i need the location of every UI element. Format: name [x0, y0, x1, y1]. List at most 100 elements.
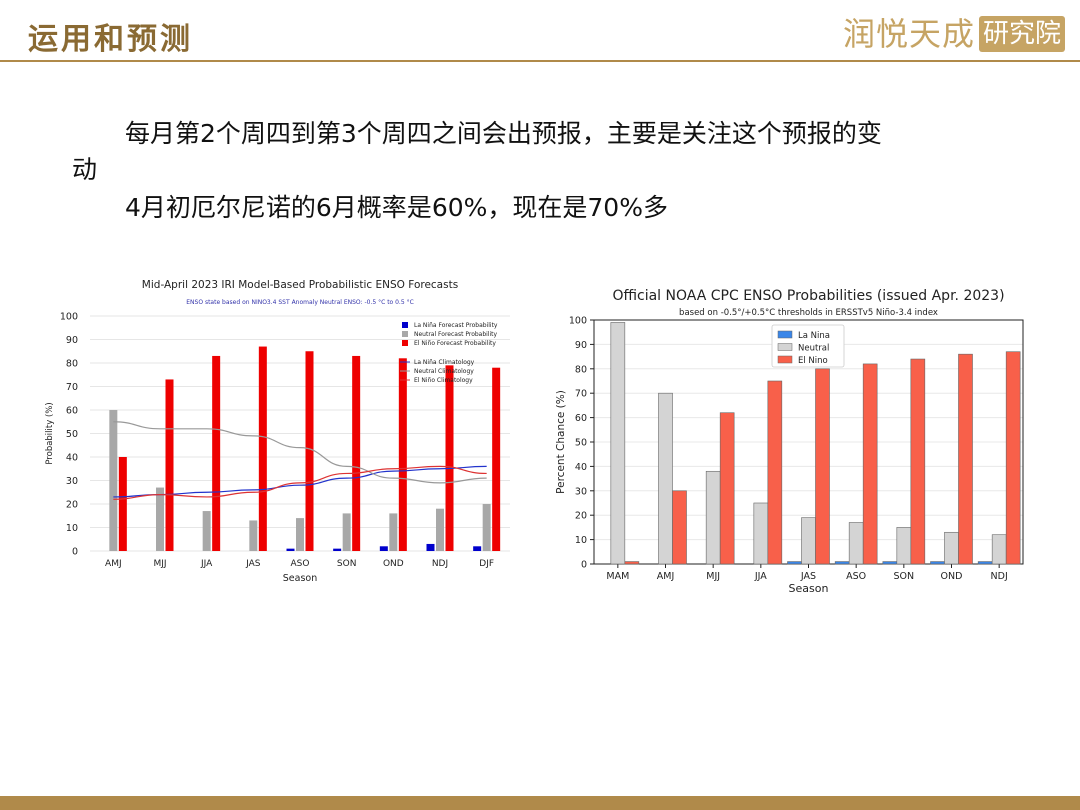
- header-divider: [0, 60, 1080, 62]
- bar-el-nino-ond: [958, 353, 973, 565]
- y-tick-label: 90: [575, 340, 587, 351]
- y-tick-label: 70: [66, 382, 78, 393]
- bar-el-ni-o-forecast-probability-son: [352, 355, 361, 551]
- chart-subtitle: ENSO state based on NINO3.4 SST Anomaly …: [186, 299, 414, 306]
- x-tick-label: MAM: [606, 571, 629, 582]
- bar-el-nino-mam: [624, 561, 640, 565]
- logo-box-text: 研究院: [979, 16, 1066, 52]
- bar-la-ni-a-forecast-probability-ond: [379, 546, 388, 551]
- legend-entry: El Niño Forecast Probability: [414, 340, 496, 347]
- bar-el-ni-o-forecast-probability-djf: [492, 367, 501, 551]
- body-text-line-1-wrap: 动: [72, 155, 98, 184]
- cpc-enso-chart: Official NOAA CPC ENSO Probabilities (is…: [555, 288, 1024, 595]
- bar-neutral-forecast-probability-mjj: [156, 487, 164, 551]
- bar-neutral-ndj: [991, 534, 1007, 565]
- x-tick-label: JJA: [754, 571, 767, 582]
- x-axis-label: Season: [283, 573, 317, 584]
- bar-neutral-aso: [848, 522, 864, 565]
- legend-entry: La Niña Climatology: [414, 359, 475, 366]
- legend-swatch: [402, 322, 408, 328]
- bar-neutral-forecast-probability-ndj: [436, 508, 444, 551]
- y-tick-label: 10: [66, 523, 78, 534]
- x-tick-label: NDJ: [432, 559, 448, 569]
- legend-swatch: [777, 355, 793, 364]
- x-tick-label: JJA: [200, 559, 213, 569]
- bar-el-ni-o-forecast-probability-amj: [118, 457, 127, 551]
- x-tick-label: JAS: [245, 559, 261, 569]
- bar-la-nina-ndj: [977, 561, 993, 565]
- x-tick-label: ASO: [846, 571, 866, 582]
- y-tick-label: 0: [72, 547, 78, 558]
- x-tick-label: NDJ: [991, 571, 1008, 582]
- bar-la-nina-ond: [930, 561, 945, 565]
- bar-neutral-forecast-probability-jja: [202, 511, 211, 551]
- bar-la-nina-aso: [834, 561, 850, 565]
- y-tick-label: 40: [66, 453, 78, 464]
- y-tick-label: 80: [66, 359, 78, 370]
- bar-la-ni-a-forecast-probability-ndj: [426, 543, 435, 551]
- bar-neutral-forecast-probability-ond: [389, 513, 398, 551]
- slide-title: 运用和预测: [28, 22, 193, 57]
- line-el-ni-o-climatology: [113, 465, 487, 500]
- bar-el-ni-o-forecast-probability-aso: [305, 351, 314, 551]
- legend-swatch: [777, 330, 793, 339]
- y-tick-label: 70: [575, 389, 587, 400]
- line-neutral-climatology: [113, 421, 487, 484]
- y-tick-label: 20: [66, 500, 78, 511]
- x-tick-label: MJJ: [153, 559, 166, 569]
- bar-el-nino-amj: [672, 490, 687, 565]
- legend-entry: Neutral: [798, 344, 829, 354]
- y-axis-label: Probability (%): [45, 402, 55, 464]
- y-tick-label: 80: [575, 364, 587, 375]
- x-tick-label: AMJ: [105, 559, 122, 569]
- y-tick-label: 100: [60, 312, 78, 323]
- bar-neutral-forecast-probability-amj: [109, 410, 118, 551]
- bar-la-ni-a-forecast-probability-son: [333, 548, 342, 551]
- brand-logo: 润悦天成 研究院: [843, 12, 1066, 56]
- bar-neutral-forecast-probability-djf: [482, 504, 491, 551]
- bar-neutral-son: [896, 527, 912, 565]
- legend-swatch: [402, 340, 408, 346]
- y-tick-label: 0: [581, 560, 587, 571]
- logo-script-text: 润悦天成: [843, 15, 976, 53]
- y-axis-label: Percent Chance (%): [555, 390, 567, 494]
- y-tick-label: 90: [66, 335, 78, 346]
- x-tick-label: DJF: [479, 559, 494, 569]
- chart-title: Official NOAA CPC ENSO Probabilities (is…: [612, 288, 1004, 304]
- bar-la-ni-a-forecast-probability-djf: [473, 546, 482, 551]
- legend-entry: La Niña Forecast Probability: [414, 322, 498, 329]
- bar-neutral-forecast-probability-aso: [296, 518, 304, 551]
- iri-enso-chart: Mid-April 2023 IRI Model-Based Probabili…: [45, 279, 510, 584]
- bar-el-nino-mjj: [719, 412, 735, 565]
- x-tick-label: AMJ: [657, 571, 675, 582]
- bar-neutral-jja: [753, 502, 769, 565]
- bar-neutral-mjj: [705, 470, 721, 565]
- x-tick-label: SON: [337, 559, 357, 569]
- legend-entry: La Nina: [798, 331, 830, 341]
- legend-entry: El Nino: [798, 356, 828, 366]
- y-tick-label: 10: [575, 535, 587, 546]
- bar-el-ni-o-forecast-probability-mjj: [165, 379, 174, 551]
- legend-entry: Neutral Forecast Probability: [414, 331, 498, 338]
- x-tick-label: JAS: [800, 571, 816, 582]
- y-tick-label: 30: [66, 476, 78, 487]
- bar-neutral-forecast-probability-jas: [249, 520, 258, 551]
- chart-subtitle: based on -0.5°/+0.5°C thresholds in ERSS…: [679, 308, 938, 318]
- bar-la-ni-a-forecast-probability-aso: [286, 548, 295, 551]
- x-tick-label: OND: [941, 571, 963, 582]
- y-tick-label: 50: [66, 429, 78, 440]
- bar-el-nino-jja: [767, 380, 783, 565]
- x-tick-label: SON: [894, 571, 915, 582]
- chart-title: Mid-April 2023 IRI Model-Based Probabili…: [142, 279, 458, 291]
- y-tick-label: 100: [569, 316, 587, 327]
- bar-el-ni-o-forecast-probability-jja: [212, 355, 221, 551]
- bar-el-ni-o-forecast-probability-ond: [398, 358, 407, 551]
- bar-neutral-forecast-probability-son: [342, 513, 351, 551]
- bar-neutral-ond: [944, 531, 959, 565]
- bar-la-nina-jas: [787, 561, 802, 565]
- legend-swatch: [777, 343, 793, 351]
- x-tick-label: OND: [383, 559, 404, 569]
- bar-el-ni-o-forecast-probability-ndj: [445, 365, 454, 551]
- bar-el-nino-jas: [815, 368, 830, 565]
- legend-entry: El Niño Climatology: [414, 377, 473, 384]
